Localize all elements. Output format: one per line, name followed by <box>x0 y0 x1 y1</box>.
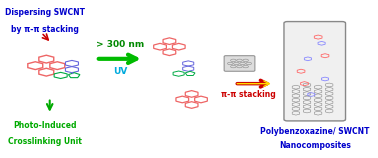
Text: Dispersing SWCNT: Dispersing SWCNT <box>5 8 85 17</box>
FancyBboxPatch shape <box>284 22 345 121</box>
Text: Nanocomposites: Nanocomposites <box>279 141 351 150</box>
Text: UV: UV <box>113 67 127 76</box>
Text: by π-π stacking: by π-π stacking <box>11 25 79 34</box>
Text: > 300 nm: > 300 nm <box>96 40 144 49</box>
FancyBboxPatch shape <box>224 56 255 71</box>
Text: Polybenzoxazine/ SWCNT: Polybenzoxazine/ SWCNT <box>260 127 370 136</box>
Text: π-π stacking: π-π stacking <box>221 90 276 99</box>
Text: Crosslinking Unit: Crosslinking Unit <box>8 137 82 146</box>
Text: Photo-Induced: Photo-Induced <box>13 121 76 130</box>
